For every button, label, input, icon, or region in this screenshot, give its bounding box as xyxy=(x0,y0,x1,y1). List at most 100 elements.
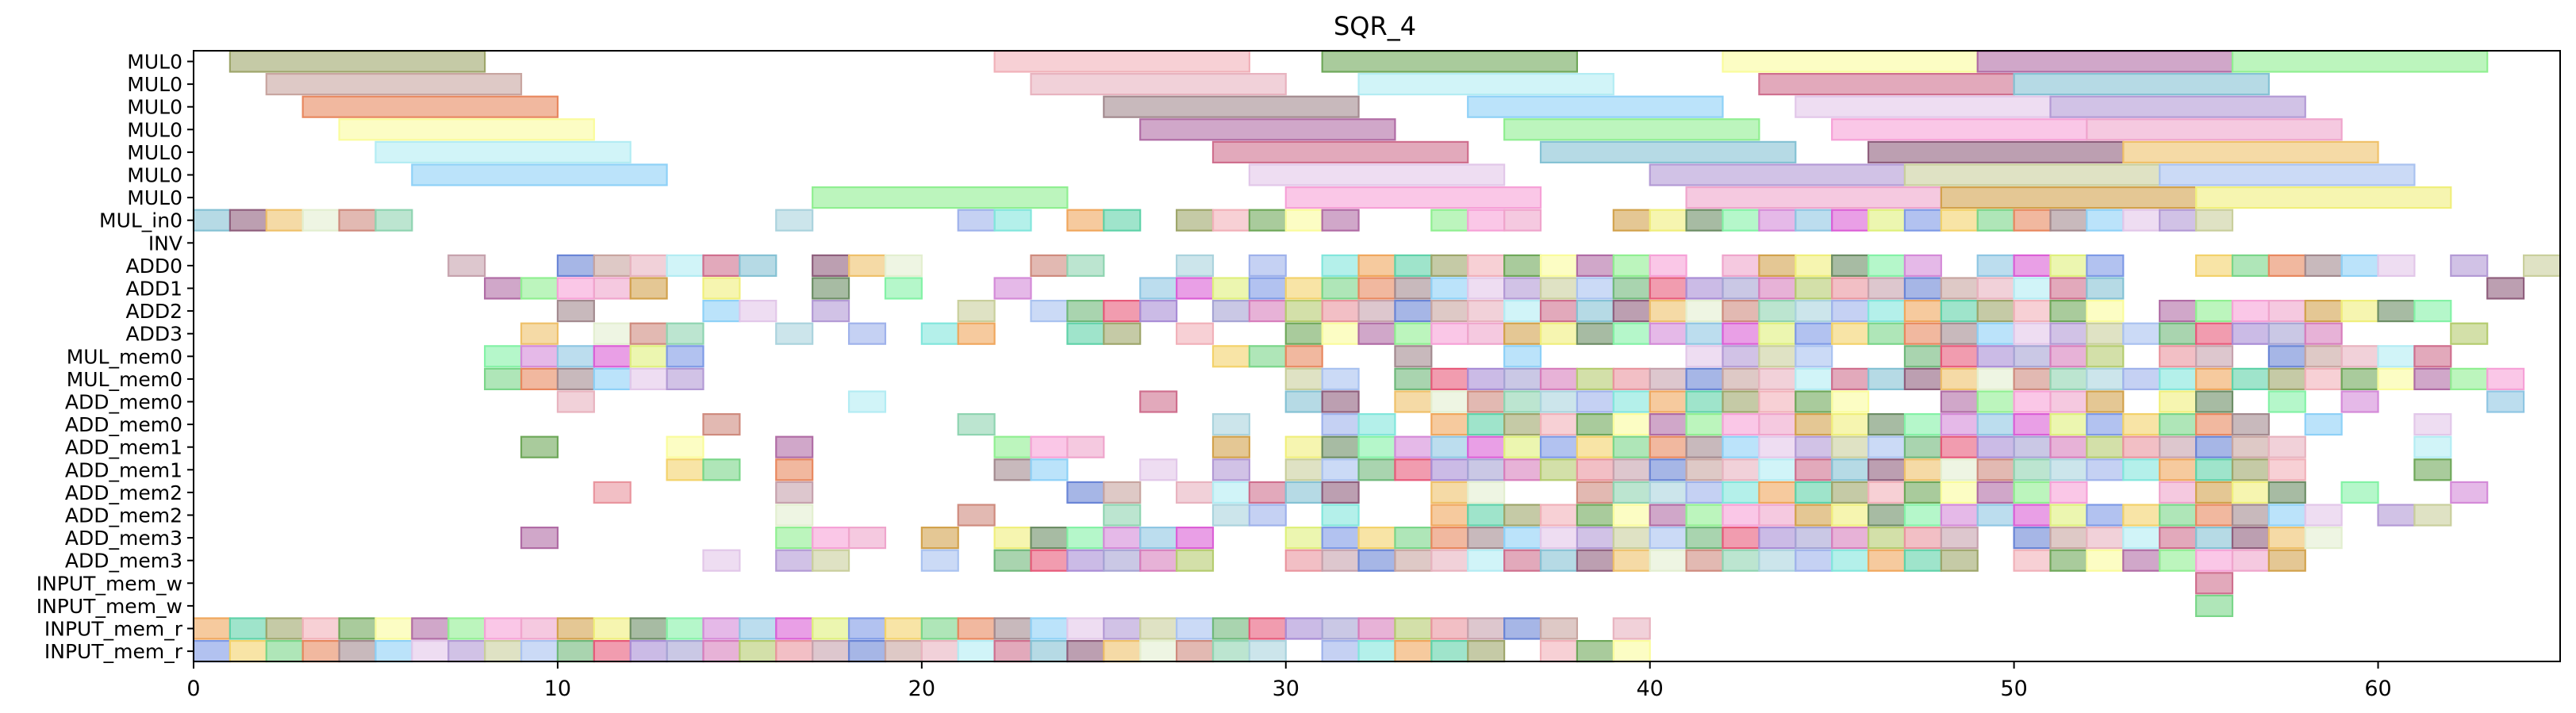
gantt-bar xyxy=(1139,118,1396,141)
y-tick-label: INPUT_mem_w xyxy=(36,572,182,595)
gantt-bar xyxy=(1831,390,1870,413)
gantt-bar xyxy=(1357,549,1396,572)
gantt-bar xyxy=(1612,300,1651,323)
gantt-bar xyxy=(2194,322,2234,345)
gantt-bar xyxy=(847,639,887,663)
gantt-bar xyxy=(666,254,704,277)
gantt-bar xyxy=(2086,254,2125,277)
gantt-bar xyxy=(1248,504,1287,527)
gantt-bar xyxy=(1430,526,1469,550)
gantt-bar xyxy=(847,617,887,640)
gantt-bar xyxy=(1321,390,1360,413)
gantt-bar xyxy=(1284,186,1542,209)
gantt-bar xyxy=(2231,50,2489,73)
gantt-bar xyxy=(1831,504,1870,527)
gantt-bar xyxy=(1539,412,1579,436)
gantt-bar xyxy=(374,617,413,640)
gantt-bar xyxy=(739,254,777,277)
gantt-bar xyxy=(702,549,741,572)
gantt-bar xyxy=(1976,254,2015,277)
gantt-bar xyxy=(593,254,632,277)
gantt-bar xyxy=(228,617,267,640)
gantt-bar xyxy=(1139,458,1178,481)
gantt-bar xyxy=(1722,412,1760,436)
gantt-bar xyxy=(1831,300,1870,323)
gantt-bar xyxy=(1211,639,1250,663)
gantt-bar xyxy=(338,118,595,141)
gantt-bar xyxy=(2413,345,2452,368)
gantt-bar xyxy=(1248,639,1287,663)
y-tick-label: ADD_mem1 xyxy=(65,458,182,481)
gantt-bar xyxy=(847,526,887,550)
gantt-bar xyxy=(1539,367,1579,390)
gantt-bar xyxy=(411,163,668,186)
gantt-bar xyxy=(2486,390,2525,413)
gantt-bar xyxy=(338,639,377,663)
gantt-bar xyxy=(2267,322,2306,345)
gantt-bar xyxy=(1831,435,1870,458)
gantt-bar xyxy=(1612,504,1651,527)
gantt-bar xyxy=(1903,481,1942,504)
gantt-bar xyxy=(1211,504,1250,527)
gantt-bar xyxy=(265,639,304,663)
gantt-bar xyxy=(1976,50,2234,73)
gantt-bar xyxy=(957,639,996,663)
gantt-bar xyxy=(2122,412,2161,436)
gantt-bar xyxy=(1903,504,1942,527)
gantt-bar xyxy=(2450,367,2489,390)
gantt-bar xyxy=(1722,526,1760,550)
gantt-bar xyxy=(1430,435,1469,458)
gantt-bar xyxy=(2304,322,2343,345)
gantt-bar xyxy=(593,481,632,504)
y-tick-label: MUL_mem0 xyxy=(67,368,182,391)
gantt-bar xyxy=(1503,277,1542,300)
gantt-bar xyxy=(447,639,486,663)
gantt-bar xyxy=(1430,504,1469,527)
gantt-bar xyxy=(1576,277,1614,300)
gantt-bar xyxy=(2413,504,2452,527)
gantt-bar xyxy=(1139,639,1178,663)
gantt-bar xyxy=(1503,367,1542,390)
gantt-bar xyxy=(2450,254,2489,277)
gantt-bar xyxy=(2122,504,2161,527)
gantt-bar xyxy=(1248,300,1287,323)
gantt-bar xyxy=(1576,254,1614,277)
gantt-bar xyxy=(2049,412,2088,436)
gantt-bar xyxy=(847,390,887,413)
gantt-bar xyxy=(1211,435,1250,458)
gantt-bar xyxy=(2049,435,2088,458)
y-axis-labels: MUL0MUL0MUL0MUL0MUL0MUL0MUL0MUL_in0INVAD… xyxy=(36,51,194,663)
gantt-bar xyxy=(2267,526,2306,550)
gantt-bar xyxy=(1357,277,1396,300)
gantt-bar xyxy=(1795,254,1833,277)
gantt-bar xyxy=(1649,458,1687,481)
gantt-bar xyxy=(2122,435,2161,458)
gantt-bar xyxy=(1503,458,1542,481)
gantt-bar xyxy=(1831,526,1870,550)
gantt-bar xyxy=(1722,254,1760,277)
gantt-bar xyxy=(1758,526,1797,550)
gantt-bar xyxy=(1139,526,1178,550)
gantt-bar xyxy=(1612,277,1651,300)
gantt-bar xyxy=(812,639,850,663)
gantt-bar xyxy=(1722,322,1760,345)
gantt-bar xyxy=(1430,458,1469,481)
gantt-bar xyxy=(1976,367,2015,390)
gantt-bar xyxy=(702,277,741,300)
gantt-bar xyxy=(1940,390,1979,413)
gantt-bar xyxy=(1394,549,1433,572)
gantt-bar xyxy=(2194,300,2234,323)
gantt-bar xyxy=(520,435,559,458)
gantt-bar xyxy=(1722,504,1760,527)
gantt-bar xyxy=(2013,367,2052,390)
gantt-bar xyxy=(520,322,559,345)
gantt-bar xyxy=(338,209,377,232)
gantt-bar xyxy=(265,72,523,96)
gantt-bar xyxy=(1103,526,1142,550)
gantt-bar xyxy=(2049,209,2088,232)
gantt-bar xyxy=(1467,617,1506,640)
gantt-bar xyxy=(2231,435,2270,458)
gantt-bar xyxy=(2267,367,2306,390)
gantt-bar xyxy=(2159,526,2198,550)
gantt-bar xyxy=(1976,300,2015,323)
